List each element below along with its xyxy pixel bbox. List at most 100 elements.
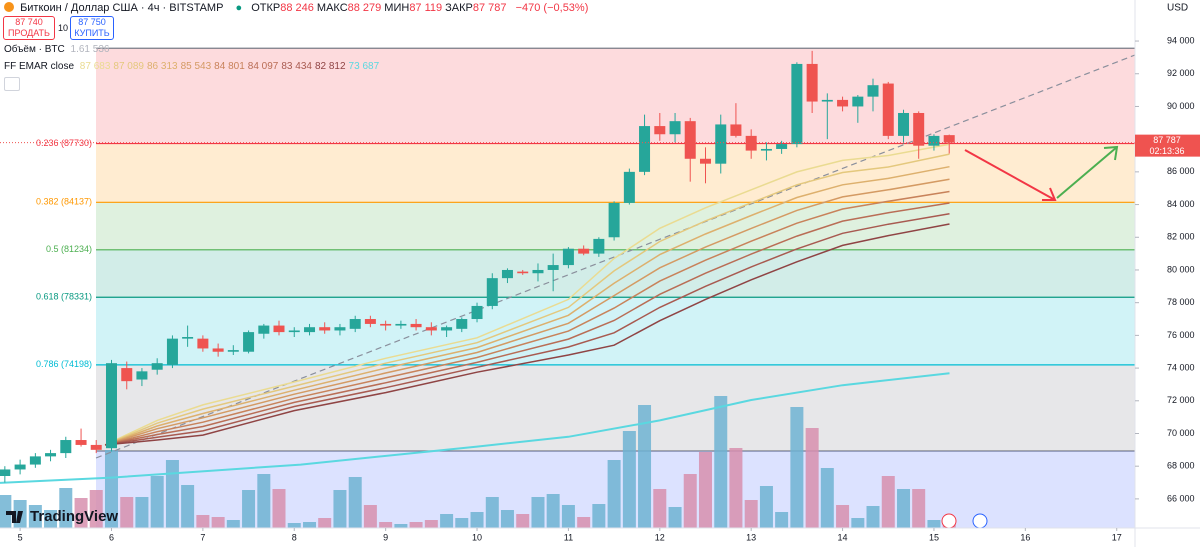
- candle-body: [243, 332, 255, 352]
- candle-body: [121, 368, 133, 382]
- volume-bar: [790, 407, 804, 528]
- volume-value: 1.61 536: [70, 44, 110, 55]
- candle-body: [380, 323, 392, 326]
- y-tick-label: 90 000: [1167, 101, 1195, 111]
- x-tick-label: 6: [109, 532, 114, 542]
- currency: USD: [1167, 3, 1188, 14]
- candle-body: [0, 469, 11, 477]
- volume-bar: [226, 520, 240, 528]
- candle-body: [45, 453, 57, 457]
- candle-body: [334, 327, 346, 331]
- volume-bar: [927, 520, 941, 528]
- candle-body: [837, 99, 849, 107]
- volume-bar: [181, 485, 195, 528]
- coin-icon: [4, 2, 14, 12]
- last-price-label: 87 787: [1153, 135, 1181, 145]
- volume-bar: [348, 477, 362, 528]
- volume-bar: [698, 452, 712, 528]
- candle-group: [0, 50, 1135, 483]
- ema-line: [104, 165, 950, 446]
- volume-bar: [455, 518, 469, 528]
- ema-group: [0, 143, 950, 484]
- ohlc-name: ОТКР: [251, 2, 281, 14]
- x-tick-label: 14: [838, 532, 848, 542]
- candle-body: [654, 126, 666, 135]
- ohlc-value: 88 246: [280, 2, 314, 14]
- ohlc-value: 88 279: [347, 2, 382, 14]
- volume-bar: [303, 522, 317, 528]
- x-tick-label: 16: [1020, 532, 1030, 542]
- volume-bar: [897, 489, 911, 528]
- candle-body: [182, 337, 194, 339]
- volume-bar: [638, 405, 652, 528]
- collapse-button[interactable]: [4, 77, 20, 91]
- volume-bar: [744, 500, 758, 528]
- buy-button[interactable]: 87 750 КУПИТЬ: [70, 16, 114, 40]
- down-arrow: [964, 149, 1056, 201]
- x-tick-label: 9: [383, 532, 388, 542]
- volume-bar: [683, 474, 697, 528]
- candle-body: [441, 327, 453, 331]
- candle-body: [913, 112, 925, 146]
- volume-bar: [89, 490, 103, 528]
- candle-body: [532, 269, 544, 274]
- y-tick-label: 74 000: [1167, 362, 1195, 372]
- candle-body: [212, 348, 224, 352]
- volume-bar: [59, 488, 73, 528]
- event-icon[interactable]: [941, 513, 957, 529]
- candle-body: [684, 121, 696, 159]
- ema-legend-value: 84 097: [247, 61, 279, 72]
- ema-legend-value: 87 683: [79, 61, 111, 72]
- buy-price: 87 750: [78, 17, 106, 27]
- sell-price: 87 740: [15, 17, 43, 27]
- volume-bar: [500, 510, 514, 528]
- volume-bar: [74, 498, 88, 528]
- candle-body: [547, 265, 559, 270]
- candle-body: [395, 323, 407, 326]
- volume-bar: [729, 448, 743, 528]
- candle-body: [882, 83, 894, 136]
- candle-body: [471, 305, 483, 320]
- candle-body: [699, 158, 711, 164]
- volume-bar: [836, 505, 850, 528]
- y-tick-label: 94 000: [1167, 35, 1195, 45]
- volume-group: [0, 396, 956, 528]
- ema-legend-value: 85 543: [180, 61, 212, 72]
- volume-bar: [592, 504, 606, 528]
- y-tick-label: 78 000: [1167, 297, 1195, 307]
- volume-bar: [622, 431, 636, 528]
- event-icon[interactable]: [972, 513, 988, 529]
- fib-level-label: 0.382 (84137): [36, 197, 92, 207]
- ema-line: [104, 190, 950, 446]
- ema-line: [0, 372, 950, 484]
- trend-line: [95, 54, 1136, 459]
- ema-legend-value: 83 434: [281, 61, 312, 72]
- ema-line: [104, 213, 950, 446]
- volume-bar: [135, 497, 149, 528]
- ema-legend-value: 86 313: [146, 61, 178, 72]
- candle-body: [456, 319, 468, 329]
- ema-legend: FF EMAR close 87 683 87 089 86 313 85 543 84…: [4, 61, 385, 72]
- fib-level-label: 0.786 (74198): [36, 359, 92, 369]
- y-tick-label: 66 000: [1167, 493, 1195, 503]
- candle-body: [166, 338, 178, 365]
- y-tick-label: 84 000: [1167, 199, 1195, 209]
- volume-legend: Объём · BTC 1.61 536: [4, 44, 112, 55]
- candle-body: [867, 85, 879, 97]
- ohlc-name: МАКС: [316, 2, 348, 14]
- ema-label: FF EMAR close: [4, 61, 75, 72]
- sell-button[interactable]: 87 740 ПРОДАТЬ: [3, 16, 55, 40]
- ema-legend-value: 73 687: [348, 61, 380, 72]
- volume-bar: [363, 505, 377, 528]
- candle-body: [258, 325, 270, 334]
- ohlc-value: 87 119: [409, 2, 443, 14]
- symbol-title: Биткоин / Доллар США · 4ч · BITSTAMP: [20, 2, 224, 14]
- candle-body: [319, 327, 331, 331]
- candle-body: [227, 350, 239, 352]
- fib-level-label: 0.618 (78331): [36, 292, 92, 302]
- x-tick-label: 15: [929, 532, 939, 542]
- candle-body: [730, 124, 742, 136]
- candle-body: [517, 271, 529, 274]
- volume-bar: [104, 450, 118, 528]
- ema-line: [104, 178, 950, 446]
